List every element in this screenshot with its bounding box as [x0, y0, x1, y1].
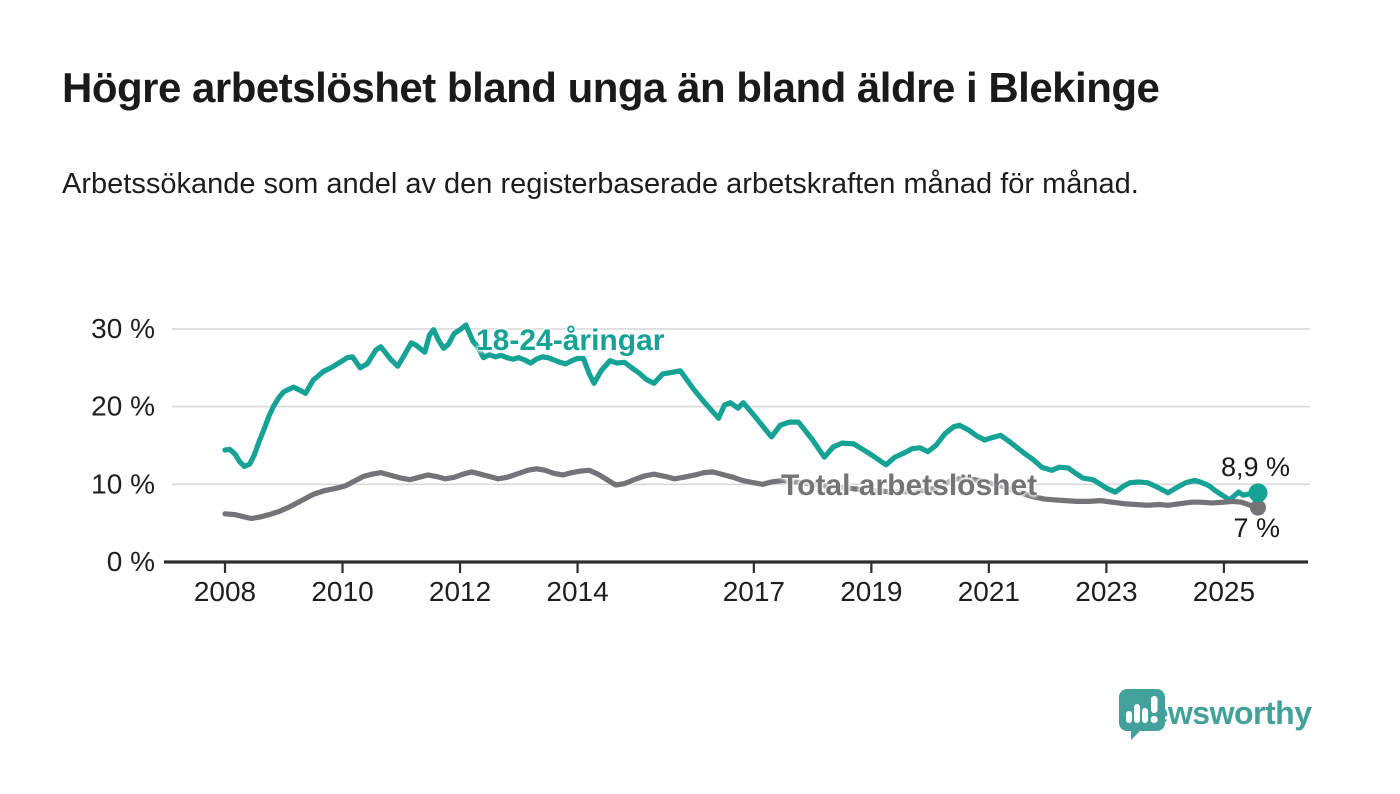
- series-label-young: 18-24-åringar: [476, 324, 665, 357]
- newsworthy-logo-icon: [1119, 689, 1165, 740]
- x-axis-tick-label: 2012: [429, 576, 491, 607]
- x-axis-tick-label: 2019: [840, 576, 902, 607]
- x-axis-tick-label: 2014: [546, 576, 608, 607]
- y-axis-tick-label: 10 %: [91, 468, 155, 499]
- series-line-young: [222, 322, 1261, 503]
- newsworthy-logo: Newsworthy: [1118, 688, 1312, 740]
- x-axis-tick-label: 2021: [958, 576, 1020, 607]
- y-axis-tick-label: 0 %: [107, 546, 155, 577]
- series-end-dot: [1248, 483, 1268, 503]
- end-value-label-young: 8,9 %: [1220, 452, 1290, 482]
- page-title: Högre arbetslöshet bland unga än bland ä…: [62, 64, 1160, 111]
- chart-subtitle: Arbetssökande som andel av den registerb…: [62, 168, 1139, 200]
- x-axis-tick-label: 2025: [1193, 576, 1255, 607]
- series-label-total: Total arbetslöshet: [781, 469, 1038, 502]
- x-axis-tick-label: 2008: [194, 576, 256, 607]
- series-line-total: [222, 466, 1261, 522]
- y-axis-tick-label: 20 %: [91, 391, 155, 422]
- x-axis-tick-label: 2017: [723, 576, 785, 607]
- series-end-dot: [1250, 499, 1267, 516]
- end-value-label-total: 7 %: [1233, 513, 1280, 543]
- y-axis-tick-label: 30 %: [91, 313, 155, 344]
- x-axis-tick-label: 2023: [1075, 576, 1137, 607]
- x-axis-tick-label: 2010: [311, 576, 373, 607]
